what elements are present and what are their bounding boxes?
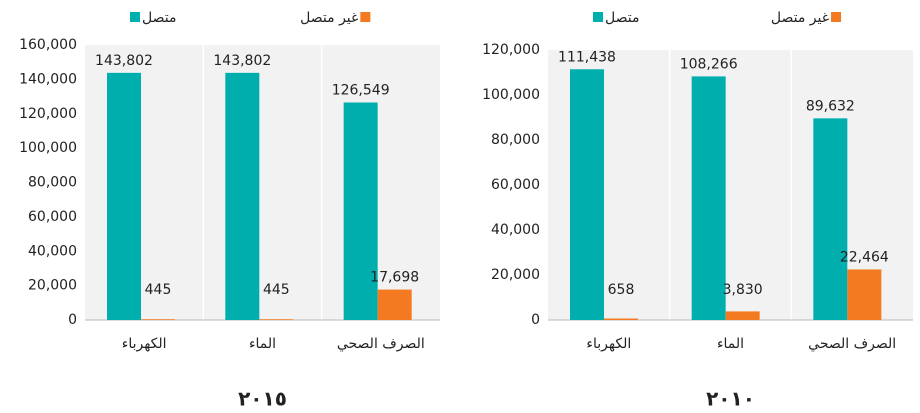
data-label: 17,698 [370,270,419,286]
data-label: 143,802 [95,53,153,69]
x-tick-label: الصرف الصحي [808,336,896,352]
data-label: 89,632 [806,98,855,114]
bar [225,72,260,321]
data-label: 658 [608,282,635,298]
data-label: 111,438 [558,49,616,65]
x-tick-label: الماء [717,336,744,352]
data-label: 445 [263,282,290,298]
bar [377,289,412,320]
y-tick-label: 80,000 [491,132,540,148]
bar [813,118,848,320]
bar [604,318,638,320]
data-label: 3,830 [723,282,763,298]
chart-title: ٢٠١٥ [238,387,287,411]
bar [259,319,294,320]
legend-label: غير متصل [771,10,829,26]
plot-area [85,45,440,320]
y-tick-label: 0 [68,312,77,328]
data-label: 445 [145,282,172,298]
y-tick-label: 100,000 [482,87,540,103]
y-tick-label: 40,000 [491,222,540,238]
y-tick-label: 60,000 [491,177,540,193]
bar [343,102,378,321]
bar [141,319,175,320]
y-tick-label: 40,000 [28,243,77,259]
x-tick-label: الماء [249,336,276,352]
y-tick-label: 60,000 [28,209,77,225]
legend-swatch [593,12,603,22]
y-tick-label: 160,000 [19,37,77,53]
bar [847,269,882,320]
x-tick-label: الصرف الصحي [337,336,425,352]
bar [570,69,604,321]
bar [725,311,760,320]
x-tick-label: الكهرباء [586,336,631,352]
legend-label: متصل [605,10,639,26]
y-tick-label: 120,000 [482,42,540,58]
y-tick-label: 80,000 [28,175,77,191]
legend-label: غير متصل [300,10,358,26]
data-label: 108,266 [680,56,738,72]
bar [691,76,726,321]
legend-swatch [130,12,140,22]
x-tick-label: الكهرباء [122,336,167,352]
data-label: 143,802 [213,53,271,69]
y-tick-label: 0 [531,312,540,328]
y-tick-label: 100,000 [19,140,77,156]
data-label: 126,549 [332,82,390,98]
chart-title: ٢٠١٠ [706,387,755,411]
y-tick-label: 20,000 [491,267,540,283]
bar [107,72,141,321]
legend-swatch [831,12,842,22]
y-tick-label: 140,000 [19,71,77,87]
legend-swatch [360,12,371,22]
y-tick-label: 120,000 [19,106,77,122]
y-tick-label: 20,000 [28,278,77,294]
data-label: 22,464 [840,249,889,265]
legend-label: متصل [142,10,176,26]
